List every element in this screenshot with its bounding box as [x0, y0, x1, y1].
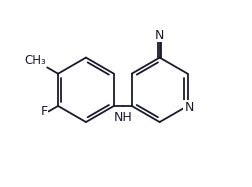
Text: F: F [40, 105, 47, 118]
Text: N: N [184, 101, 193, 114]
Text: CH₃: CH₃ [24, 53, 46, 67]
Text: NH: NH [113, 111, 132, 124]
Text: N: N [154, 29, 164, 42]
